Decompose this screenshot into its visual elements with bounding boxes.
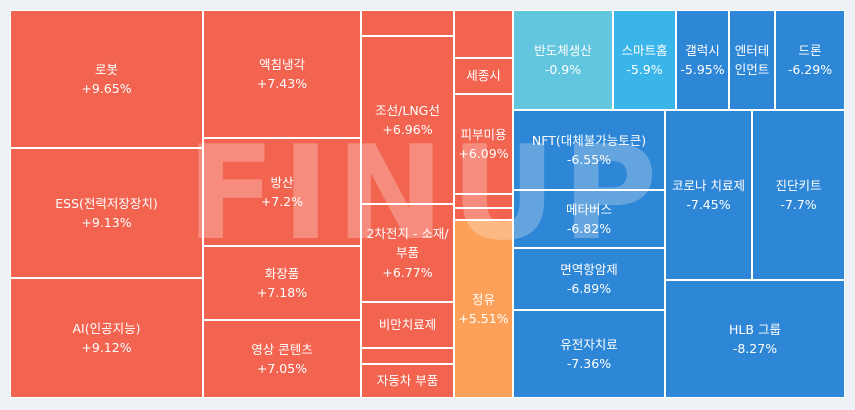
tile-value: +6.96% — [382, 122, 433, 137]
tile-value: -6.89% — [566, 281, 612, 296]
tile-value: +9.65% — [81, 81, 132, 96]
treemap-tile[interactable]: 반도체생산 -0.9% — [513, 10, 613, 110]
tile-label: 화장품 — [264, 265, 300, 281]
tile-value: -5.9% — [626, 62, 663, 77]
treemap-tile[interactable]: AI(인공지능) +9.12% — [10, 278, 203, 398]
treemap-tile[interactable]: 영상 콘텐츠 +7.05% — [203, 320, 361, 398]
tile-value: -6.29% — [787, 62, 833, 77]
treemap-tile[interactable]: 드론 -6.29% — [775, 10, 845, 110]
treemap-tile[interactable]: 메타버스 -6.82% — [513, 190, 665, 248]
tile-label: ESS(전력저장장치) — [55, 195, 158, 211]
tile-label: 면역항암제 — [560, 261, 618, 277]
tile-value: -7.7% — [780, 197, 817, 212]
tile-label: 액침냉각 — [258, 56, 305, 72]
treemap-tile[interactable]: 코로나 치료제 -7.45% — [665, 110, 752, 280]
treemap-tile[interactable] — [361, 348, 454, 364]
treemap-tile[interactable]: 액침냉각 +7.43% — [203, 10, 361, 138]
tile-value: +7.18% — [256, 285, 308, 300]
tile-label: 로봇 — [94, 61, 118, 77]
tile-value: +6.09% — [458, 146, 509, 161]
tile-value: +9.13% — [81, 215, 132, 230]
treemap-tile[interactable]: 피부미용 +6.09% — [454, 94, 513, 194]
tile-label: 유전자치료 — [560, 336, 618, 352]
treemap-tile[interactable]: 로봇 +9.65% — [10, 10, 203, 148]
tile-value: -8.27% — [732, 341, 778, 356]
treemap-tile[interactable]: 면역항암제 -6.89% — [513, 248, 665, 310]
treemap-tile[interactable]: 갤럭시 -5.95% — [676, 10, 729, 110]
tile-value: -7.45% — [686, 197, 731, 212]
tile-label: 비만치료제 — [378, 317, 437, 333]
treemap-tile[interactable] — [454, 194, 513, 208]
tile-value: -6.82% — [566, 221, 612, 236]
tile-value: +6.77% — [382, 264, 433, 280]
tile-value: -6.55% — [566, 152, 612, 167]
treemap-tile[interactable]: 세종시 — [454, 58, 513, 94]
treemap-tile[interactable]: 화장품 +7.18% — [203, 246, 361, 320]
tile-label: NFT(대체불가능토큰) — [531, 132, 647, 148]
treemap-tile[interactable]: 스마트홈 -5.9% — [613, 10, 676, 110]
tile-value: +9.12% — [81, 340, 132, 355]
tile-value: -7.36% — [566, 356, 612, 371]
treemap-tile[interactable]: 진단키트 -7.7% — [752, 110, 845, 280]
treemap-tile[interactable]: 방산 +7.2% — [203, 138, 361, 246]
tile-label: 스마트홈 — [621, 42, 668, 58]
tile-label: 자동차 부품 — [376, 373, 439, 389]
tile-label: 갤럭시 — [685, 42, 720, 58]
tile-label: 정유 — [471, 291, 495, 307]
tile-value: +7.43% — [256, 76, 308, 91]
treemap-tile[interactable] — [454, 10, 513, 58]
tile-label: 2차전지 - 소재/부품 — [366, 225, 449, 261]
treemap-tile[interactable] — [454, 208, 513, 220]
treemap-tile[interactable]: 자동차 부품 — [361, 364, 454, 398]
tile-label: 반도체생산 — [534, 42, 592, 58]
tile-value: -0.9% — [544, 62, 582, 77]
tile-label: 방산 — [270, 174, 294, 190]
tile-value: -5.95% — [680, 62, 725, 77]
tile-label: 진단키트 — [775, 177, 822, 193]
treemap-tile[interactable]: 유전자치료 -7.36% — [513, 310, 665, 398]
treemap-tile[interactable]: 엔터테인먼트 — [729, 10, 775, 110]
tile-value: +5.51% — [458, 311, 509, 326]
treemap-tile[interactable] — [361, 10, 454, 36]
tile-label: 코로나 치료제 — [672, 177, 745, 193]
tile-value: +7.05% — [256, 361, 308, 376]
tile-label: AI(인공지능) — [72, 320, 141, 336]
tile-label: 드론 — [798, 42, 822, 58]
tile-label: 영상 콘텐츠 — [251, 341, 313, 357]
tile-label: 피부미용 — [460, 126, 507, 142]
treemap-tile[interactable]: ESS(전력저장장치) +9.13% — [10, 148, 203, 278]
treemap-tile[interactable]: 비만치료제 — [361, 302, 454, 348]
tile-label: 엔터테인먼트 — [734, 42, 770, 77]
tile-label: 세종시 — [466, 68, 501, 84]
treemap-tile[interactable]: 조선/LNG선 +6.96% — [361, 36, 454, 204]
tile-label: 메타버스 — [565, 201, 612, 217]
tile-value: +7.2% — [260, 194, 304, 209]
tile-label: 조선/LNG선 — [375, 102, 440, 118]
treemap-tile[interactable]: HLB 그룹 -8.27% — [665, 280, 845, 398]
treemap-tile[interactable]: NFT(대체불가능토큰) -6.55% — [513, 110, 665, 190]
treemap-tile[interactable]: 정유 +5.51% — [454, 220, 513, 398]
tile-label: HLB 그룹 — [729, 321, 781, 337]
treemap-tile[interactable]: 2차전지 - 소재/부품 +6.77% — [361, 204, 454, 302]
